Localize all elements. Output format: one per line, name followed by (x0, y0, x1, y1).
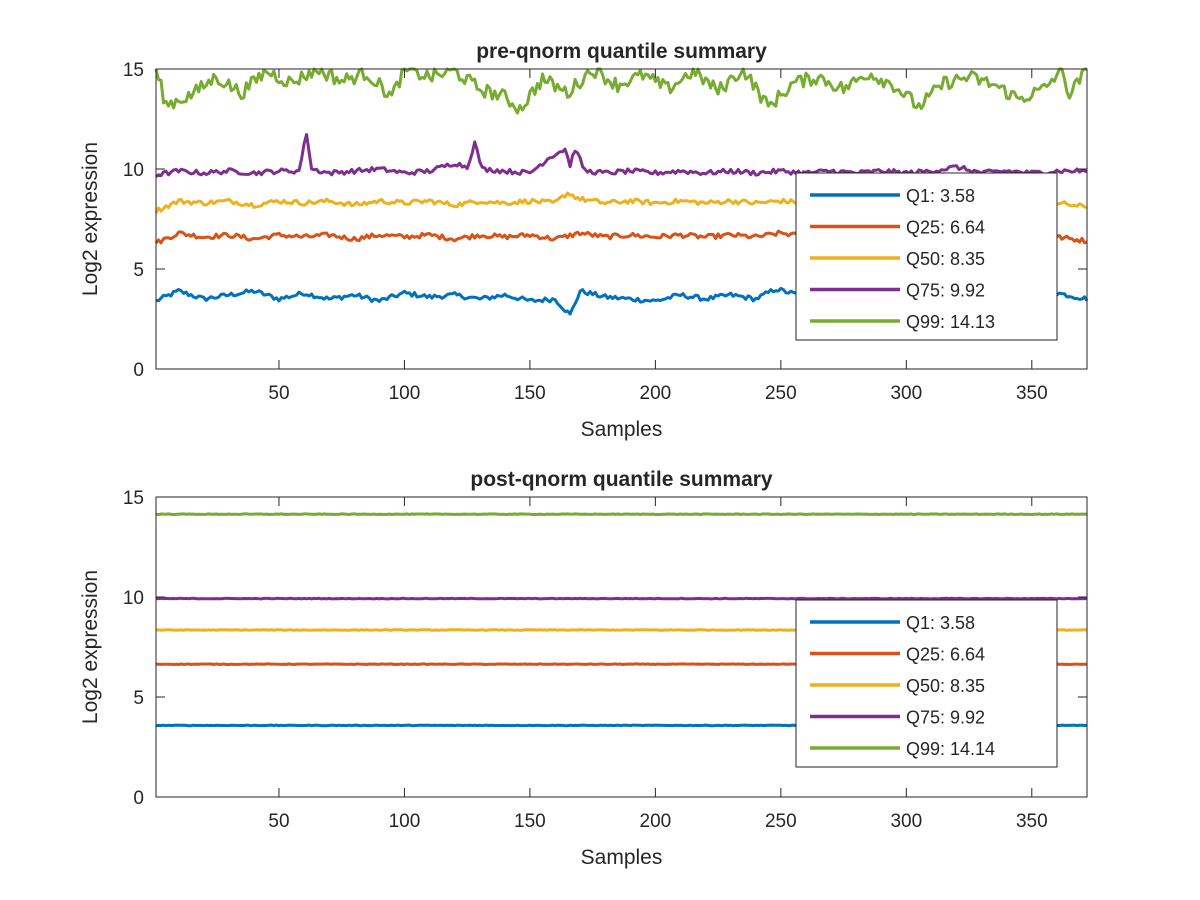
x-tick-label: 50 (268, 383, 289, 404)
x-tick-label: 200 (640, 811, 672, 832)
y-axis-label: Log2 expression (79, 570, 102, 724)
x-axis-label: Samples (581, 418, 663, 441)
series-line-q5 (154, 67, 1087, 115)
y-axis-label: Log2 expression (79, 142, 102, 296)
y-tick-label: 5 (133, 688, 144, 709)
axes-box (155, 496, 1088, 798)
y-tick-label: 0 (133, 360, 144, 381)
y-tick-label: 15 (123, 60, 144, 81)
y-tick-label: 10 (123, 160, 144, 181)
x-tick-label: 150 (514, 383, 546, 404)
series-line-q4 (155, 596, 1088, 601)
legend-entry-label: Q75: 9.92 (906, 708, 985, 728)
legend-entry-label: Q1: 3.58 (906, 186, 975, 206)
x-tick-label: 300 (890, 383, 922, 404)
x-tick-label: 200 (640, 383, 672, 404)
chart-title: post-qnorm quantile summary (470, 468, 773, 491)
series-line-q5 (155, 512, 1088, 516)
x-tick-label: 150 (514, 811, 546, 832)
legend-entry-label: Q50: 8.35 (906, 249, 985, 269)
chart-title: pre-qnorm quantile summary (476, 40, 767, 63)
legend-entry-label: Q75: 9.92 (906, 281, 985, 301)
legend: Q1: 3.58 Q25: 6.64 Q50: 8.35 Q75: 9.92 Q99: … (795, 172, 1058, 341)
x-tick-label: 300 (890, 811, 922, 832)
legend-entry-label: Q25: 6.64 (906, 645, 985, 665)
x-tick-label: 50 (268, 811, 289, 832)
x-tick-label: 250 (765, 383, 797, 404)
legend-entry-label: Q50: 8.35 (906, 676, 985, 696)
x-tick-label: 350 (1016, 811, 1048, 832)
legend-entry-label: Q25: 6.64 (906, 218, 985, 238)
y-tick-label: 10 (123, 588, 144, 609)
chart-panel-2: 50 100 150 200 250 300 350 0 5 10 15 post-qnorm qua… (79, 468, 1088, 869)
axes-box (155, 68, 1088, 370)
y-tick-label: 5 (133, 260, 144, 281)
x-axis-label: Samples (581, 846, 663, 869)
x-tick-label: 350 (1016, 383, 1048, 404)
chart-panel-1: 50 100 150 200 250 300 350 0 5 10 15 pre-qnorm quan… (79, 40, 1089, 441)
y-tick-label: 0 (133, 788, 144, 809)
x-tick-label: 250 (765, 811, 797, 832)
x-tick-label: 100 (389, 383, 421, 404)
legend-entry-label: Q1: 3.58 (906, 613, 975, 633)
legend: Q1: 3.58 Q25: 6.64 Q50: 8.35 Q75: 9.92 Q99: … (795, 599, 1058, 768)
series-line-q4 (155, 133, 1088, 178)
y-tick-label: 15 (123, 488, 144, 509)
x-tick-label: 100 (389, 811, 421, 832)
legend-entry-label: Q99: 14.14 (906, 739, 995, 759)
legend-entry-label: Q99: 14.13 (906, 312, 995, 332)
